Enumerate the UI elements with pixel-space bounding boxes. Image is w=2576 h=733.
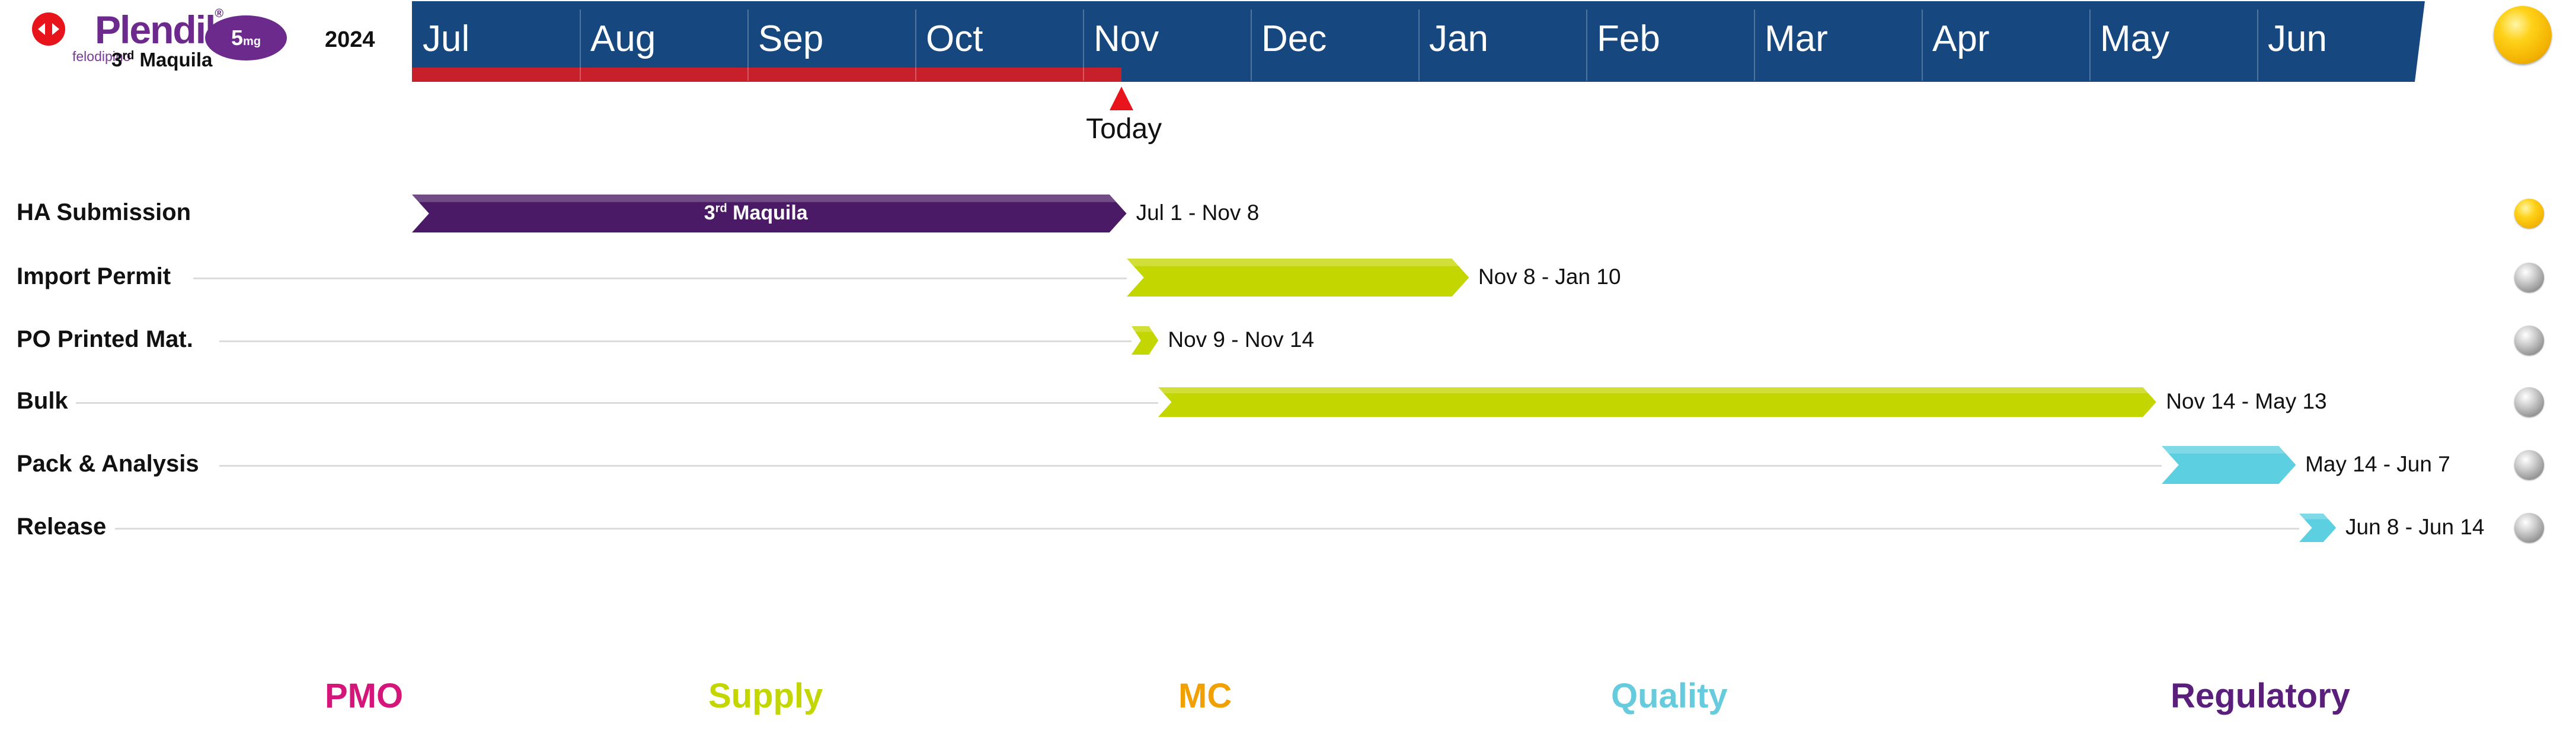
year-label: 2024 (325, 27, 375, 52)
brand-logo-icon (32, 12, 65, 46)
overall-status-indicator (2494, 6, 2552, 64)
legend-item-mc: MC (1178, 677, 1232, 715)
row-guide-line (193, 278, 1127, 279)
month-divider (1083, 9, 1084, 81)
task-label: Bulk (17, 388, 68, 414)
task-label: PO Printed Mat. (17, 326, 193, 352)
task-bar[interactable] (1158, 387, 2157, 417)
task-status-indicator (2514, 199, 2544, 228)
month-divider (1418, 9, 1420, 81)
legend-item-regulatory: Regulatory (2171, 677, 2350, 715)
legend-item-quality: Quality (1611, 677, 1728, 715)
timeline-header: Jul Aug Sep Oct Nov Dec Jan Feb Mar Apr May Jun (412, 1, 2425, 82)
task-bar[interactable] (2299, 514, 2336, 542)
month-label-mar: Mar (1765, 18, 1828, 59)
task-status-indicator (2514, 263, 2544, 292)
task-label: HA Submission (17, 199, 191, 225)
task-bar[interactable] (412, 195, 1127, 232)
month-label-oct: Oct (926, 18, 983, 59)
task-label: Import Permit (17, 263, 171, 289)
task-bar-text: 3rd Maquila (704, 202, 808, 224)
month-divider (1586, 9, 1587, 81)
row-guide-line (219, 340, 1132, 342)
legend-item-pmo: PMO (325, 677, 404, 715)
row-guide-line (76, 402, 1159, 404)
task-bar[interactable] (1126, 259, 1469, 297)
month-label-dec: Dec (1261, 18, 1327, 59)
brand-block: Plendil® 5mg felodipino (30, 7, 287, 78)
task-status-indicator (2514, 513, 2544, 543)
task-label: Release (17, 514, 107, 540)
task-date-range: Nov 14 - May 13 (2166, 389, 2327, 413)
row-guide-line (115, 528, 2299, 530)
task-bar[interactable] (2161, 446, 2296, 484)
task-date-range: Jun 8 - Jun 14 (2345, 515, 2485, 539)
month-label-jun: Jun (2268, 18, 2327, 59)
today-marker-icon (1110, 87, 1134, 110)
legend-item-supply: Supply (708, 677, 823, 715)
month-divider (1922, 9, 1923, 81)
month-divider (1251, 9, 1252, 81)
task-label: Pack & Analysis (17, 451, 199, 477)
month-divider (1754, 9, 1755, 81)
month-divider (747, 9, 749, 81)
task-date-range: Nov 9 - Nov 14 (1168, 327, 1315, 352)
month-divider (915, 9, 916, 81)
month-label-apr: Apr (1932, 18, 1990, 59)
dose-badge: 5mg (205, 15, 287, 60)
generic-name: felodipino (72, 49, 131, 64)
today-label: Today (1086, 113, 1162, 145)
task-date-range: May 14 - Jun 7 (2305, 452, 2450, 476)
brand-subtitle: 3rd Maquila (111, 49, 213, 71)
brand-name: Plendil® (95, 7, 223, 52)
task-date-range: Jul 1 - Nov 8 (1136, 200, 1260, 225)
timeline-progress-bar (412, 68, 1122, 82)
month-label-aug: Aug (590, 18, 656, 59)
month-divider (2089, 9, 2091, 81)
month-label-jan: Jan (1429, 18, 1488, 59)
task-status-indicator (2514, 387, 2544, 417)
month-divider (2257, 9, 2258, 81)
month-label-jul: Jul (423, 18, 470, 59)
month-divider (580, 9, 581, 81)
row-guide-line (219, 465, 2162, 467)
month-label-sep: Sep (758, 18, 824, 59)
month-label-may: May (2100, 18, 2170, 59)
task-status-indicator (2514, 450, 2544, 480)
task-bar[interactable] (1132, 326, 1159, 355)
month-label-feb: Feb (1597, 18, 1660, 59)
month-label-nov: Nov (1094, 18, 1159, 59)
task-status-indicator (2514, 326, 2544, 355)
task-date-range: Nov 8 - Jan 10 (1478, 264, 1621, 289)
